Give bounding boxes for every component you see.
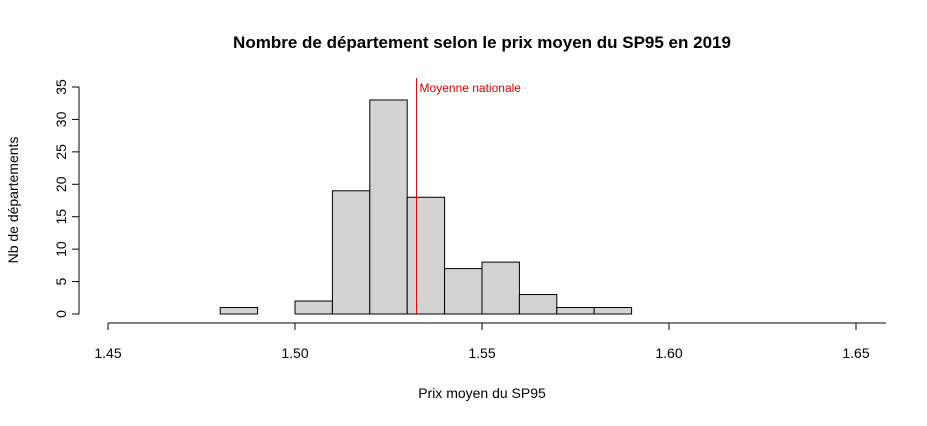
histogram-bar xyxy=(481,261,520,315)
x-tick-label: 1.60 xyxy=(655,345,682,361)
chart-title: Nombre de département selon le prix moye… xyxy=(233,33,731,52)
histogram-bar xyxy=(331,190,371,315)
histogram-bar xyxy=(406,196,446,315)
x-tick-label: 1.50 xyxy=(281,345,308,361)
x-axis: 1.45 1.50 1.55 1.60 1.65 xyxy=(94,322,886,361)
bars-group xyxy=(219,99,633,315)
y-axis: 0 5 10 15 20 25 30 35 xyxy=(53,79,80,318)
x-axis-label: Prix moyen du SP95 xyxy=(418,385,546,401)
histogram-bar xyxy=(518,294,558,315)
x-tick-label: 1.45 xyxy=(94,345,121,361)
y-tick-label: 30 xyxy=(53,111,69,127)
x-tick-label: 1.55 xyxy=(468,345,495,361)
y-tick-label: 35 xyxy=(53,79,69,95)
y-tick-label: 5 xyxy=(53,277,69,285)
y-tick-label: 0 xyxy=(53,310,69,318)
histogram-bar xyxy=(219,307,259,315)
histogram-bar xyxy=(369,99,408,315)
y-tick-label: 15 xyxy=(53,209,69,225)
reference-line-group: Moyenne nationale xyxy=(416,78,522,314)
y-tick-label: 25 xyxy=(53,144,69,160)
y-tick-label: 20 xyxy=(53,176,69,192)
histogram-bar xyxy=(556,307,595,315)
histogram-bar xyxy=(294,300,333,315)
x-tick-label: 1.65 xyxy=(842,345,869,361)
histogram-bar xyxy=(444,268,483,315)
reference-line-label: Moyenne nationale xyxy=(420,81,522,95)
histogram-bar xyxy=(593,307,633,315)
y-tick-label: 10 xyxy=(53,241,69,257)
y-axis-label: Nb de départements xyxy=(5,137,21,264)
